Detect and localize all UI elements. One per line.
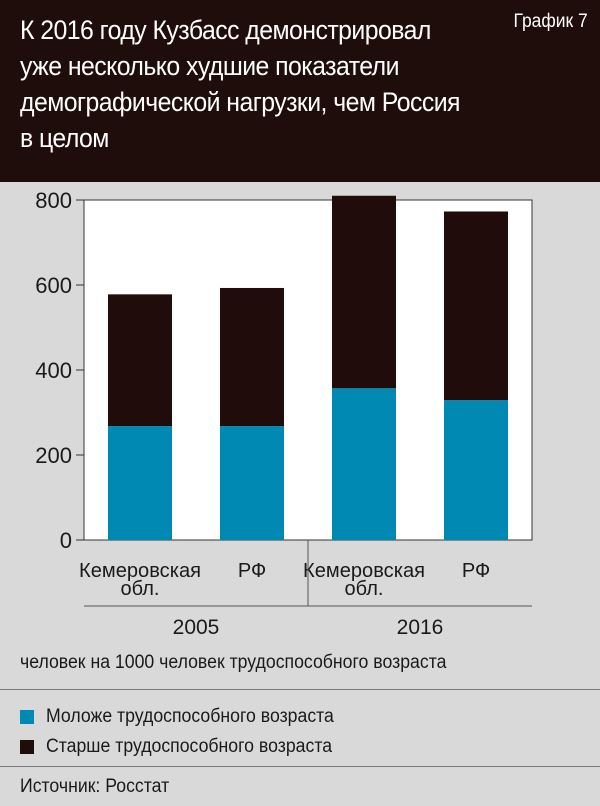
title-line: демографической нагрузки, чем Россия (20, 87, 460, 117)
x-category-label: Кемеровская (303, 560, 425, 582)
bar-segment-younger (220, 426, 284, 540)
source-note: Источник: Росстат (20, 776, 170, 797)
chart-number-label: График 7 (513, 11, 588, 32)
legend: Моложе трудоспособного возраста Старше т… (20, 702, 356, 762)
chart-title: К 2016 году Кузбасс демонстрировал уже н… (20, 12, 460, 156)
bar-segment-older (220, 287, 284, 427)
y-tick-label: 600 (35, 273, 72, 298)
legend-label: Моложе трудоспособного возраста (46, 706, 334, 727)
y-tick-label: 400 (35, 358, 72, 383)
legend-swatch-younger (20, 710, 34, 724)
separator-line (0, 689, 600, 690)
x-category-label: обл. (121, 578, 160, 600)
x-category-label: РФ (462, 560, 490, 582)
bar-segment-younger (332, 388, 396, 540)
legend-swatch-older (20, 740, 34, 754)
bar-segment-older (444, 211, 508, 401)
x-category-label: РФ (238, 560, 266, 582)
x-group-label: 2005 (173, 616, 220, 639)
legend-label: Старше трудоспособного возраста (46, 736, 333, 757)
legend-item-older: Старше трудоспособного возраста (20, 732, 356, 762)
legend-item-younger: Моложе трудоспособного возраста (20, 702, 356, 732)
bar-segment-younger (444, 400, 508, 540)
x-category-label: Кемеровская (79, 560, 201, 582)
bar-segment-older (332, 195, 396, 389)
unit-label: человек на 1000 человек трудоспособного … (20, 652, 447, 673)
separator-line (0, 766, 600, 767)
title-line: уже несколько худшие показатели (20, 51, 400, 81)
y-tick-label: 800 (35, 188, 72, 213)
y-tick-label: 0 (60, 528, 72, 553)
chart-header: К 2016 году Кузбасс демонстрировал уже н… (0, 0, 600, 182)
y-tick-label: 200 (35, 443, 72, 468)
title-line: в целом (20, 123, 109, 153)
bar-segment-older (108, 294, 172, 427)
x-category-label: обл. (345, 578, 384, 600)
x-group-label: 2016 (397, 616, 444, 639)
title-line: К 2016 году Кузбасс демонстрировал (20, 15, 431, 45)
bar-segment-younger (108, 426, 172, 540)
